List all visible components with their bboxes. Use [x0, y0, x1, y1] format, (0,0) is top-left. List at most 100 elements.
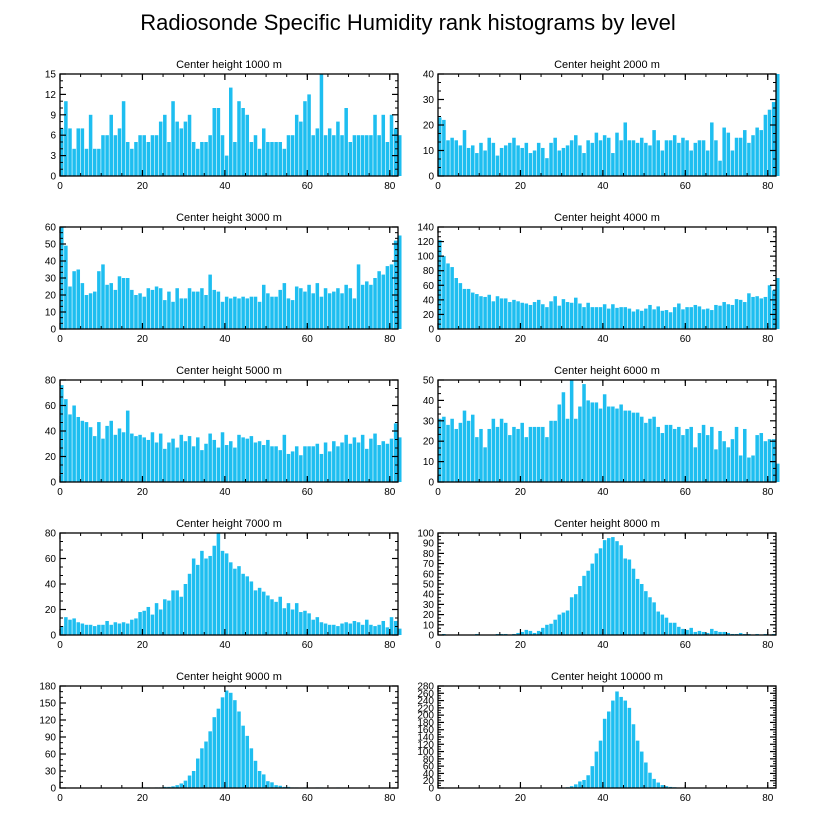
y-tick-label: 120 [417, 740, 434, 751]
histogram-bar [569, 140, 574, 176]
histogram-bar [660, 785, 665, 788]
histogram-bar [270, 782, 274, 788]
histogram-bar [627, 140, 632, 176]
histogram-bar [398, 135, 402, 176]
histogram-bar [487, 294, 491, 329]
histogram-bar [303, 446, 307, 482]
y-tick-label: 90 [45, 733, 57, 744]
histogram-bar [327, 624, 332, 635]
x-tick-label: 80 [762, 181, 774, 192]
histogram-bar [697, 433, 702, 482]
x-tick-label: 20 [137, 334, 149, 345]
histogram-bar [594, 132, 599, 176]
histogram-bar [68, 128, 72, 176]
histogram-bar [130, 619, 134, 635]
histogram-bar [648, 597, 652, 635]
histogram-bar [113, 434, 118, 482]
panel-title: Center height 6000 m [554, 365, 660, 377]
histogram-bar [705, 150, 710, 176]
histogram-bar [179, 128, 184, 176]
histogram-bar [446, 140, 450, 176]
histogram-bar [598, 408, 603, 482]
panel-title: Center height 1000 m [176, 59, 282, 71]
histogram-bar [72, 405, 76, 482]
histogram-bar [117, 428, 122, 482]
histogram-bar [327, 293, 332, 329]
histogram-bar [466, 147, 471, 176]
histogram-bar [241, 437, 245, 483]
histogram-bar [212, 439, 217, 482]
histogram-bar [274, 446, 278, 482]
histogram-bar [701, 424, 706, 482]
y-tick-label: 0 [50, 631, 56, 642]
histogram-bar [348, 288, 353, 329]
histogram-bar [154, 286, 159, 329]
histogram-bar [730, 150, 735, 176]
histogram-bar [590, 402, 595, 482]
histogram-bar [60, 626, 64, 635]
histogram-bar [619, 307, 623, 329]
y-tick-label: 140 [417, 733, 434, 744]
histogram-bar [516, 428, 520, 482]
histogram-bar [290, 609, 295, 635]
histogram-bar [627, 308, 632, 329]
histogram-bar [578, 145, 582, 176]
histogram-bar [233, 700, 237, 788]
histogram-bar [146, 142, 151, 176]
histogram-panel: Center height 10000 m0 20 40 60 800204060801… [417, 671, 777, 804]
y-tick-label: 30 [45, 767, 57, 778]
histogram-bar [237, 566, 241, 635]
histogram-bar [125, 142, 130, 176]
histogram-bar [278, 450, 282, 483]
histogram-bar [299, 455, 303, 482]
histogram-bar [590, 766, 595, 788]
histogram-bar [619, 545, 623, 635]
histogram-bar [681, 435, 685, 482]
histogram-bar [743, 130, 747, 176]
histogram-bar [520, 147, 524, 176]
histogram-bar [644, 422, 648, 482]
histogram-bar [92, 291, 97, 329]
histogram-bar [290, 300, 295, 329]
x-tick-label: 20 [515, 793, 527, 804]
histogram-bar [113, 135, 118, 176]
histogram-bar [158, 433, 163, 482]
histogram-bar [138, 293, 142, 329]
histogram-bar [216, 708, 221, 788]
histogram-bar [212, 717, 217, 788]
histogram-bar [508, 435, 512, 482]
histogram-bar [286, 135, 291, 176]
histogram-bar [196, 437, 200, 483]
histogram-bar [270, 446, 274, 482]
histogram-bar [212, 545, 217, 635]
histogram-bar [261, 591, 266, 635]
histogram-bar [607, 711, 611, 788]
y-tick-label: 0 [428, 784, 434, 795]
y-tick-label: 240 [417, 696, 434, 707]
histogram-bar [491, 418, 496, 482]
y-tick-label: 260 [417, 689, 434, 700]
histogram-bar [590, 307, 595, 329]
y-tick-label: 9 [50, 110, 56, 121]
histogram-bar [373, 626, 377, 635]
histogram-bar [220, 697, 225, 788]
histogram-bar [389, 438, 394, 482]
histogram-bar [458, 422, 463, 482]
histogram-bar [602, 540, 607, 635]
histogram-bar [257, 301, 262, 329]
histogram-bar [253, 760, 258, 788]
histogram-bar [278, 596, 282, 635]
histogram-bar [121, 101, 126, 176]
histogram-bar [97, 271, 101, 329]
histogram-bar [738, 137, 743, 176]
y-tick-label: 20 [45, 452, 57, 463]
histogram-bar [200, 288, 204, 329]
histogram-bar [360, 135, 365, 176]
histogram-bar [586, 570, 590, 635]
histogram-bar [763, 296, 768, 329]
histogram-bar [84, 422, 89, 482]
histogram-bar [373, 433, 377, 482]
histogram-bar [611, 700, 615, 788]
histogram-bar [245, 298, 250, 329]
histogram-bar [142, 437, 146, 483]
